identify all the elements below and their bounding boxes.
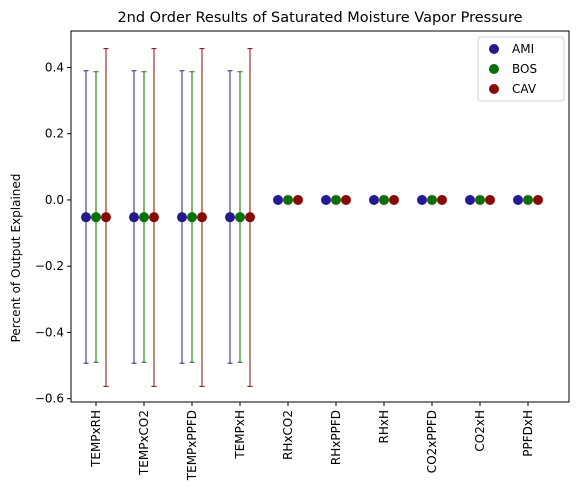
data-point bbox=[369, 194, 379, 205]
data-point bbox=[437, 194, 447, 205]
y-tick-label: 0.4 bbox=[45, 60, 64, 74]
legend: AMI BOS CAV bbox=[477, 36, 565, 102]
data-point bbox=[177, 212, 187, 223]
chart-title: 2nd Order Results of Saturated Moisture … bbox=[117, 10, 522, 26]
y-tick-label: 0.0 bbox=[45, 193, 64, 207]
data-point bbox=[417, 194, 427, 205]
x-tick-label: TEMPxH bbox=[233, 410, 247, 460]
data-point bbox=[321, 194, 331, 205]
data-point bbox=[485, 194, 495, 205]
y-tick-label: −0.6 bbox=[35, 392, 64, 406]
legend-marker-cav bbox=[489, 84, 499, 94]
legend-label-bos: BOS bbox=[512, 62, 537, 76]
legend-label-ami: AMI bbox=[512, 42, 534, 56]
x-tick-label: CO2xH bbox=[473, 410, 487, 452]
data-point bbox=[225, 212, 235, 223]
data-point bbox=[187, 212, 197, 223]
x-tick-label: RHxH bbox=[377, 410, 391, 444]
data-point bbox=[513, 194, 523, 205]
series-cav bbox=[101, 48, 543, 387]
data-point bbox=[533, 194, 543, 205]
data-point bbox=[465, 194, 475, 205]
data-point bbox=[427, 194, 437, 205]
series-ami bbox=[81, 70, 523, 364]
data-point bbox=[283, 194, 293, 205]
x-tick-label: TEMPxCO2 bbox=[137, 410, 151, 476]
data-point bbox=[475, 194, 485, 205]
x-tick-label: PPFDxH bbox=[521, 410, 535, 457]
y-tick-label: −0.4 bbox=[35, 325, 64, 339]
legend-marker-bos bbox=[489, 64, 499, 74]
data-point bbox=[273, 194, 283, 205]
data-point bbox=[389, 194, 399, 205]
series-bos bbox=[91, 71, 533, 363]
data-point bbox=[139, 212, 149, 223]
plot-area: −0.6 −0.4 −0.2 0.0 0.2 0.4 TEMPxRH TEMPxCO2 TEMP… bbox=[35, 48, 543, 481]
legend-marker-ami bbox=[489, 44, 499, 54]
x-tick-label: TEMPxRH bbox=[89, 410, 103, 468]
data-point bbox=[341, 194, 351, 205]
y-axis-label: Percent of Output Explained bbox=[9, 174, 23, 343]
x-tick-label: CO2xPPFD bbox=[425, 410, 439, 473]
data-point bbox=[149, 212, 159, 223]
y-tick-label: −0.2 bbox=[35, 259, 64, 273]
data-point bbox=[129, 212, 139, 223]
data-point bbox=[197, 212, 207, 223]
y-tick-label: 0.2 bbox=[45, 127, 64, 141]
plot-frame bbox=[70, 30, 570, 403]
legend-box bbox=[477, 36, 565, 102]
x-tick-label: RHxPPFD bbox=[329, 410, 343, 465]
x-tick-label: TEMPxPPFD bbox=[185, 410, 199, 481]
data-point bbox=[235, 212, 245, 223]
data-point bbox=[81, 212, 91, 223]
data-point bbox=[293, 194, 303, 205]
data-point bbox=[331, 194, 341, 205]
legend-label-cav: CAV bbox=[512, 82, 537, 96]
data-point bbox=[91, 212, 101, 223]
data-point bbox=[101, 212, 111, 223]
data-point bbox=[379, 194, 389, 205]
x-tick-label: RHxCO2 bbox=[281, 410, 295, 460]
data-point bbox=[523, 194, 533, 205]
data-point bbox=[245, 212, 255, 223]
